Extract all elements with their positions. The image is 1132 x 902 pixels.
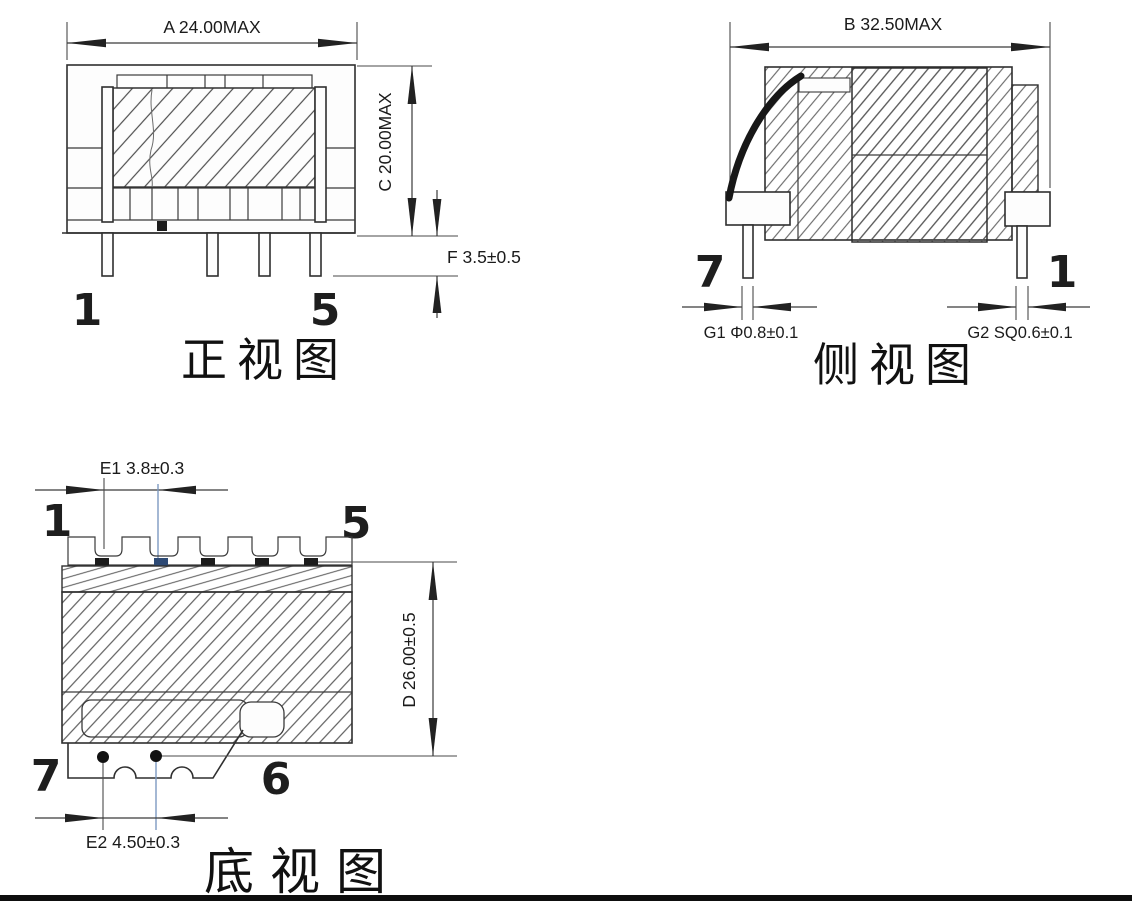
dim-f-label: F 3.5±0.5 <box>447 247 521 267</box>
page-bottom-border <box>0 895 1132 901</box>
side-left-pin-base <box>725 191 791 226</box>
bottom-pin-label-6: 6 <box>261 754 292 805</box>
dim-e1-arrow-right <box>158 485 196 495</box>
side-pin-1 <box>1016 225 1028 279</box>
side-pin-7 <box>742 224 754 279</box>
dim-e1-label: E1 3.8±0.3 <box>100 458 185 478</box>
dim-e2-arrow-right <box>157 813 195 823</box>
dim-b-arrow-left <box>730 42 769 52</box>
dim-g2: G2 SQ0.6±0.1 <box>947 286 1090 342</box>
dim-e2: E2 4.50±0.3 <box>35 762 228 852</box>
dim-g1-label: G1 Φ0.8±0.1 <box>704 324 799 342</box>
bottom-tab <box>67 729 244 779</box>
front-view-body <box>62 64 356 277</box>
bottom-view-title: 底视图 <box>204 843 402 901</box>
front-right-flange <box>314 86 327 223</box>
bottom-view: E1 3.8±0.3 1 5 <box>31 458 457 901</box>
front-pin-1 <box>101 232 114 277</box>
dim-g2-arrow-right <box>1028 302 1066 312</box>
dim-a-label: A 24.00MAX <box>163 17 261 37</box>
dim-g1-arrow-left <box>704 302 742 312</box>
dim-e1: E1 3.8±0.3 <box>35 458 228 559</box>
dim-e2-label: E2 4.50±0.3 <box>86 832 180 852</box>
dim-g2-arrow-left <box>978 302 1016 312</box>
front-left-flange <box>101 86 114 223</box>
side-pin-label-7: 7 <box>695 247 726 298</box>
front-pin <box>258 232 271 277</box>
dim-b: B 32.50MAX <box>729 14 1051 190</box>
bottom-slot-tab <box>239 701 285 738</box>
front-view-title: 正视图 <box>181 333 349 387</box>
bottom-body-hatch <box>61 591 353 744</box>
dim-f-arrow-up <box>432 276 442 313</box>
bottom-pin-label-5: 5 <box>341 498 372 549</box>
dim-b-arrow-right <box>1011 42 1050 52</box>
dim-a-arrow-right <box>318 38 357 48</box>
dim-d-arrow-bottom <box>428 718 438 756</box>
dim-c-arrow-top <box>407 66 417 104</box>
bottom-castellated-header <box>67 536 353 566</box>
dim-f-arrow-down <box>432 199 442 236</box>
dim-d-label: D 26.00±0.5 <box>399 612 419 707</box>
side-wire <box>725 72 805 202</box>
side-view: B 32.50MAX G1 Φ0.8±0.1 <box>682 14 1090 392</box>
dim-g2-label: G2 SQ0.6±0.1 <box>967 324 1072 342</box>
front-polarity-mark <box>157 221 167 231</box>
bottom-pin-label-7: 7 <box>31 751 62 802</box>
dim-a-arrow-left <box>67 38 106 48</box>
dim-f: F 3.5±0.5 <box>333 190 521 318</box>
bottom-dot-7 <box>97 751 109 763</box>
dim-b-label: B 32.50MAX <box>844 14 943 34</box>
side-pin-label-1: 1 <box>1047 247 1078 298</box>
front-pin <box>206 232 219 277</box>
side-view-body <box>725 66 1051 279</box>
bottom-pad-5 <box>304 558 318 566</box>
dim-c: C 20.00MAX <box>357 65 458 237</box>
side-right-pin-base <box>1004 191 1051 227</box>
bottom-view-body <box>61 536 457 779</box>
bottom-dot-6 <box>150 750 162 762</box>
dim-e2-arrow-left <box>65 813 103 823</box>
bottom-pin-label-1: 1 <box>42 496 73 547</box>
dim-e1-arrow-left <box>66 485 104 495</box>
front-comb-slots <box>129 188 301 220</box>
bottom-pad-4 <box>255 558 269 566</box>
dim-c-label: C 20.00MAX <box>375 92 395 192</box>
front-tape-crease <box>149 89 154 188</box>
bottom-pad-2 <box>154 558 168 566</box>
bottom-pad-1 <box>95 558 109 566</box>
front-pin-5 <box>309 232 322 277</box>
dim-d-arrow-top <box>428 562 438 600</box>
side-flange-step <box>798 77 851 93</box>
bottom-pad-3 <box>201 558 215 566</box>
side-right-column <box>1011 84 1039 193</box>
front-pin-label-5: 5 <box>310 285 341 336</box>
dim-g1: G1 Φ0.8±0.1 <box>682 286 817 342</box>
dim-c-arrow-bottom <box>407 198 417 236</box>
front-pin-label-1: 1 <box>72 285 103 336</box>
dim-d: D 26.00±0.5 <box>318 561 457 756</box>
bottom-strip <box>61 565 353 593</box>
dim-a: A 24.00MAX <box>66 17 358 60</box>
front-view: A 24.00MAX <box>62 17 521 387</box>
dim-g1-arrow-right <box>753 302 791 312</box>
side-view-title: 侧视图 <box>813 338 981 392</box>
front-winding-hatch <box>112 87 316 188</box>
